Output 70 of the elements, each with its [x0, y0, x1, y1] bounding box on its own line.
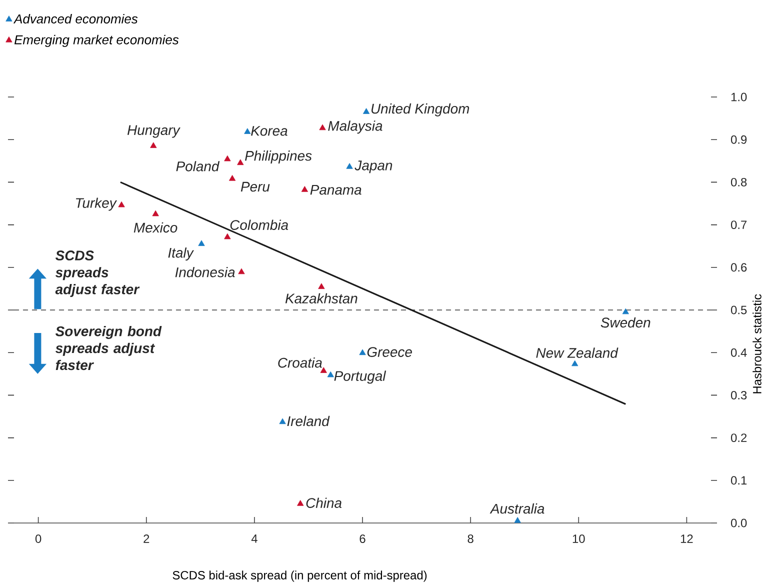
annotation: Peru — [240, 182, 270, 192]
y-tick-label: 0.6 — [730, 263, 747, 272]
point — [301, 186, 308, 192]
point — [318, 283, 325, 289]
y-tick-label: 1.0 — [731, 92, 747, 102]
annotation: Japan — [354, 160, 392, 174]
annotation: Panama — [310, 185, 362, 195]
x-tick-label: 12 — [680, 534, 693, 543]
x-tick-label: 10 — [572, 534, 585, 543]
x-tick-label: 8 — [468, 534, 474, 543]
x-tick-label: 6 — [360, 534, 366, 543]
point — [118, 201, 125, 208]
annotation: Ireland — [287, 416, 330, 426]
y-tick-label: 0.5 — [730, 306, 747, 314]
annotation: Hungary — [127, 125, 180, 138]
annotation: Portugal — [334, 370, 386, 384]
annotation: Indonesia — [175, 266, 235, 278]
y-tick-label: 0.2 — [730, 434, 747, 442]
point — [514, 517, 521, 523]
annotation: United Kingdom — [372, 103, 470, 116]
point — [228, 174, 236, 181]
y-axis-title: Hasbrouck statistic — [752, 294, 762, 394]
y-tick-label: 0.0 — [730, 518, 747, 528]
point — [572, 360, 578, 366]
y-tick-label: 0.8 — [730, 178, 747, 186]
point — [279, 418, 286, 424]
point — [244, 128, 251, 134]
point — [359, 349, 366, 356]
annotation: SCDS spreads adjust faster — [55, 250, 140, 298]
point — [238, 268, 245, 274]
x-tick-label: 0 — [35, 534, 42, 543]
annotation: Malaysia — [328, 120, 382, 134]
annotation: Korea — [251, 126, 288, 136]
y-tick-label: 0.3 — [730, 390, 747, 400]
y-tick-label: 0.9 — [730, 135, 747, 144]
point — [622, 308, 629, 314]
annotation: Philippines — [245, 150, 312, 164]
point — [237, 159, 244, 166]
annotation: Mexico — [134, 222, 178, 233]
point — [152, 210, 159, 216]
y-tick-label: 0.4 — [730, 348, 747, 357]
annotation: New Zealand — [536, 348, 618, 358]
point — [198, 240, 205, 246]
annotation: Sovereign bond spreads adjust faster — [55, 326, 162, 370]
legend-label: Emerging market economies — [14, 34, 179, 47]
point — [297, 500, 304, 506]
annotation: Australia — [490, 503, 544, 514]
point — [319, 124, 326, 130]
annotation: Greece — [367, 347, 412, 357]
point — [224, 155, 231, 162]
point — [362, 108, 370, 114]
point — [327, 371, 334, 378]
annotation: Turkey — [76, 198, 118, 211]
annotation: Italy — [168, 247, 194, 260]
y-tick-label: 0.1 — [730, 476, 747, 485]
x-axis-title: SCDS bid-ask spread (in percent of mid-spread) — [172, 570, 427, 582]
annotation: Colombia — [230, 220, 288, 230]
annotation: Sweden — [600, 317, 650, 328]
point — [346, 163, 353, 169]
x-tick-label: 2 — [144, 534, 150, 543]
point — [150, 142, 157, 148]
point — [320, 367, 327, 373]
annotation: Poland — [176, 161, 220, 172]
legend-label: Advanced economies — [13, 14, 138, 24]
point — [224, 233, 231, 240]
x-tick-label: 4 — [251, 534, 258, 543]
annotation: Croatia — [278, 357, 322, 368]
y-tick-label: 0.7 — [730, 220, 747, 230]
annotation: Kazakhstan — [285, 293, 358, 304]
annotation: China — [306, 498, 342, 508]
